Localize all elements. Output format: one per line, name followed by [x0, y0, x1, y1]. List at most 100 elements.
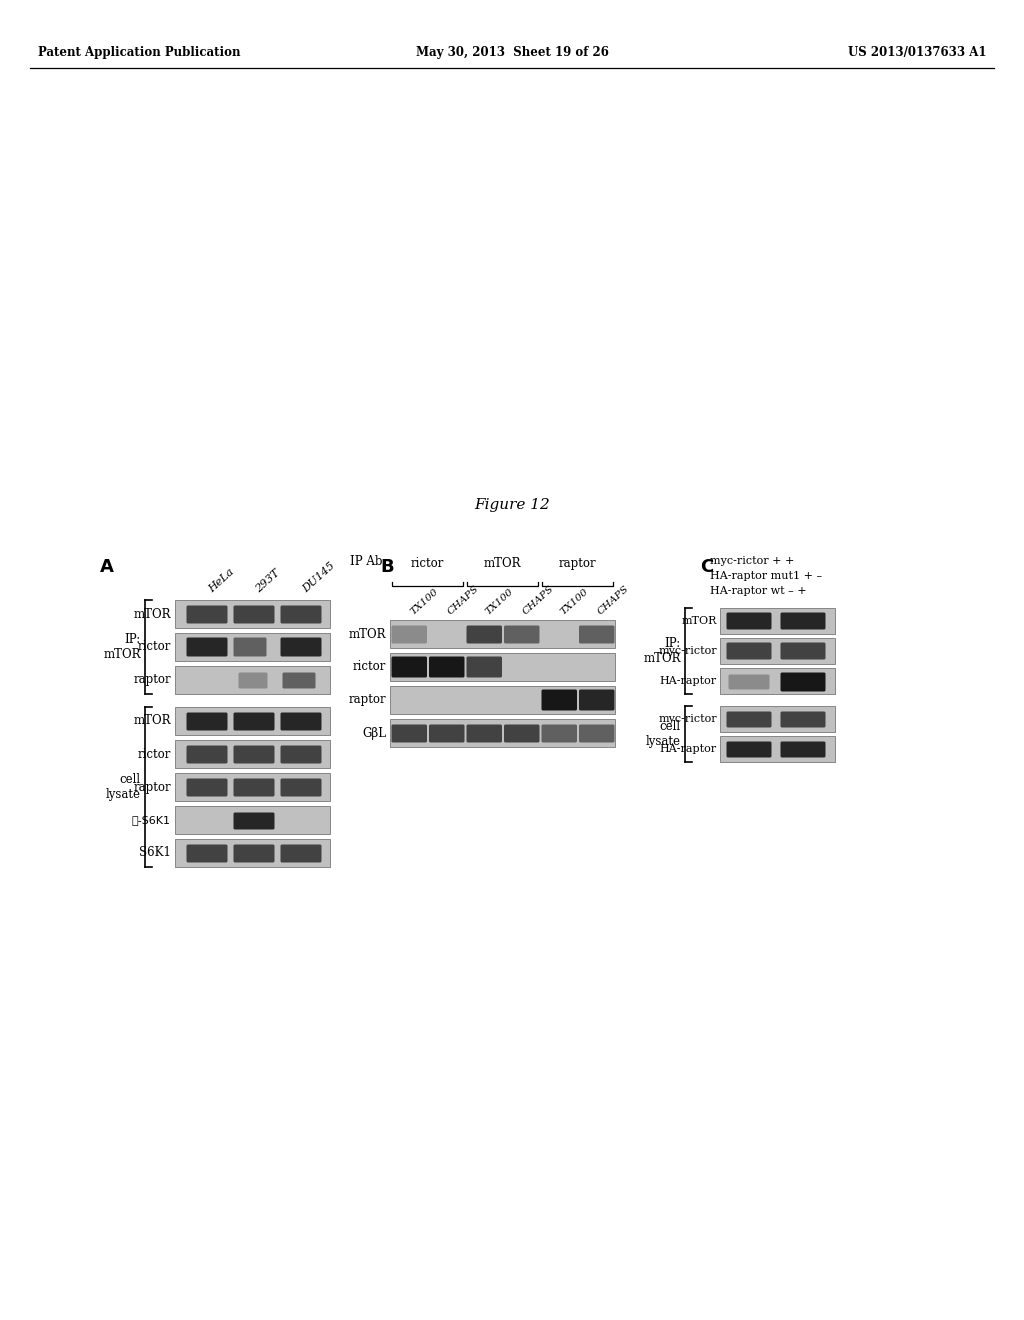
FancyBboxPatch shape: [780, 612, 825, 630]
Text: DU145: DU145: [301, 560, 337, 594]
FancyBboxPatch shape: [726, 612, 771, 630]
Text: raptor: raptor: [133, 780, 171, 793]
Text: rictor: rictor: [137, 640, 171, 653]
FancyBboxPatch shape: [281, 713, 322, 730]
FancyBboxPatch shape: [186, 746, 227, 763]
FancyBboxPatch shape: [467, 656, 502, 677]
FancyBboxPatch shape: [780, 672, 825, 692]
Bar: [175, 840, 330, 867]
Bar: [175, 708, 330, 735]
FancyBboxPatch shape: [504, 725, 540, 742]
Text: Ⓟ-S6K1: Ⓟ-S6K1: [132, 814, 171, 825]
Bar: [390, 620, 615, 648]
Text: S6K1: S6K1: [139, 846, 171, 859]
Bar: [720, 638, 835, 664]
FancyBboxPatch shape: [233, 713, 274, 730]
Text: mTOR: mTOR: [133, 714, 171, 727]
Text: mTOR: mTOR: [483, 557, 521, 570]
FancyBboxPatch shape: [239, 672, 267, 689]
FancyBboxPatch shape: [281, 845, 322, 862]
Bar: [720, 706, 835, 733]
Text: Patent Application Publication: Patent Application Publication: [38, 46, 241, 59]
FancyBboxPatch shape: [726, 742, 771, 758]
Bar: [175, 634, 330, 661]
Bar: [390, 719, 615, 747]
Text: TX100: TX100: [559, 586, 590, 616]
Text: HA-raptor: HA-raptor: [659, 744, 717, 754]
FancyBboxPatch shape: [780, 643, 825, 660]
FancyBboxPatch shape: [467, 725, 502, 742]
Text: CHAPS: CHAPS: [596, 583, 631, 616]
FancyBboxPatch shape: [233, 746, 274, 763]
FancyBboxPatch shape: [186, 606, 227, 623]
Bar: [175, 807, 330, 834]
Text: rictor: rictor: [137, 747, 171, 760]
Text: cell
lysate: cell lysate: [106, 774, 141, 801]
FancyBboxPatch shape: [283, 672, 315, 689]
FancyBboxPatch shape: [233, 606, 274, 623]
FancyBboxPatch shape: [780, 742, 825, 758]
Text: raptor: raptor: [559, 557, 596, 570]
Text: HeLa: HeLa: [207, 566, 237, 594]
FancyBboxPatch shape: [281, 638, 322, 656]
FancyBboxPatch shape: [186, 779, 227, 796]
Text: GβL: GβL: [362, 726, 386, 739]
Text: IP:
mTOR: IP: mTOR: [103, 634, 141, 661]
FancyBboxPatch shape: [728, 675, 769, 689]
Text: A: A: [100, 558, 114, 576]
FancyBboxPatch shape: [281, 746, 322, 763]
Text: IP Ab:: IP Ab:: [349, 554, 386, 568]
FancyBboxPatch shape: [186, 638, 227, 656]
Text: raptor: raptor: [348, 693, 386, 706]
Text: myc-rictor + +: myc-rictor + +: [710, 556, 795, 566]
Text: 293T: 293T: [254, 568, 282, 594]
Text: rictor: rictor: [411, 557, 444, 570]
Text: HA-raptor mut1 + –: HA-raptor mut1 + –: [710, 572, 822, 581]
FancyBboxPatch shape: [391, 725, 427, 742]
FancyBboxPatch shape: [429, 725, 465, 742]
Text: CHAPS: CHAPS: [521, 583, 556, 616]
FancyBboxPatch shape: [542, 725, 577, 742]
FancyBboxPatch shape: [233, 638, 266, 656]
FancyBboxPatch shape: [579, 725, 614, 742]
FancyBboxPatch shape: [780, 711, 825, 727]
Text: Figure 12: Figure 12: [474, 498, 550, 512]
Text: IP:
mTOR: IP: mTOR: [643, 638, 681, 665]
FancyBboxPatch shape: [504, 626, 540, 644]
Text: cell
lysate: cell lysate: [646, 719, 681, 748]
FancyBboxPatch shape: [186, 845, 227, 862]
Text: HA-raptor: HA-raptor: [659, 676, 717, 686]
FancyBboxPatch shape: [726, 711, 771, 727]
Text: mTOR: mTOR: [348, 627, 386, 640]
Text: mTOR: mTOR: [682, 616, 717, 626]
FancyBboxPatch shape: [233, 813, 274, 829]
FancyBboxPatch shape: [233, 779, 274, 796]
Text: raptor: raptor: [133, 673, 171, 686]
FancyBboxPatch shape: [186, 713, 227, 730]
Text: TX100: TX100: [483, 586, 515, 616]
FancyBboxPatch shape: [281, 779, 322, 796]
FancyBboxPatch shape: [726, 643, 771, 660]
Bar: [390, 686, 615, 714]
Bar: [175, 601, 330, 628]
FancyBboxPatch shape: [391, 656, 427, 677]
FancyBboxPatch shape: [233, 845, 274, 862]
Bar: [390, 653, 615, 681]
Bar: [720, 737, 835, 762]
Text: C: C: [700, 558, 714, 576]
FancyBboxPatch shape: [429, 656, 465, 677]
FancyBboxPatch shape: [391, 626, 427, 644]
Text: rictor: rictor: [352, 660, 386, 673]
Bar: [175, 667, 330, 694]
Text: mTOR: mTOR: [133, 607, 171, 620]
FancyBboxPatch shape: [281, 606, 322, 623]
Bar: [720, 668, 835, 694]
Bar: [175, 741, 330, 768]
FancyBboxPatch shape: [542, 689, 577, 710]
Text: CHAPS: CHAPS: [446, 583, 481, 616]
Text: May 30, 2013  Sheet 19 of 26: May 30, 2013 Sheet 19 of 26: [416, 46, 608, 59]
Text: HA-raptor wt – +: HA-raptor wt – +: [710, 586, 807, 597]
Bar: [720, 609, 835, 634]
Text: myc-rictor: myc-rictor: [658, 645, 717, 656]
Text: TX100: TX100: [409, 586, 440, 616]
